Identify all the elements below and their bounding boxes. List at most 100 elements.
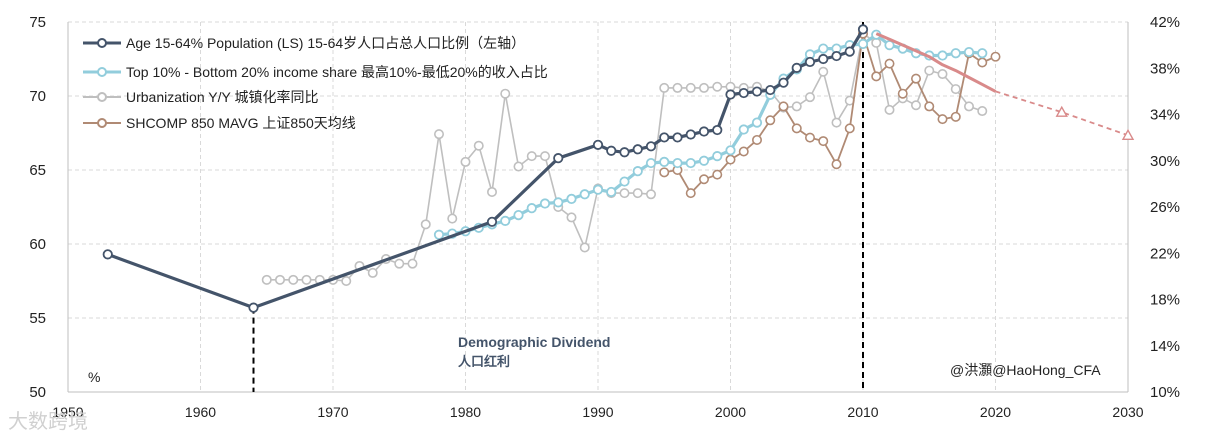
data-point [738, 146, 749, 157]
data-point [897, 88, 908, 99]
data-point [632, 188, 643, 199]
data-point [725, 145, 736, 156]
y-right-tick-label: 42% [1150, 14, 1180, 31]
data-point [420, 219, 431, 230]
data-point [500, 215, 511, 226]
y-left-tick-label: 65 [29, 162, 46, 179]
legend-marker-income [97, 67, 107, 77]
x-tick-label: 2010 [847, 404, 878, 420]
series-1 [433, 29, 988, 240]
data-point [738, 124, 749, 135]
vertical-marker-lines [252, 22, 864, 392]
data-point [513, 209, 524, 221]
y-right-tick-label: 26% [1150, 199, 1180, 216]
data-point [871, 37, 882, 48]
data-point [765, 84, 776, 96]
series-line [875, 32, 997, 93]
data-point [977, 48, 988, 59]
data-point [685, 82, 696, 93]
data-point [818, 136, 829, 147]
data-point [447, 213, 458, 224]
legend-label-urban: Urbanization Y/Y 城镇化率同比 [126, 89, 318, 105]
data-point [301, 274, 312, 285]
data-point [804, 56, 816, 68]
data-point [606, 186, 617, 198]
credit-text: @洪灝@HaoHong_CFA [950, 362, 1101, 378]
data-point [592, 184, 604, 195]
data-point [619, 176, 630, 187]
data-point [831, 50, 842, 62]
data-point [778, 101, 789, 112]
data-point [871, 71, 882, 82]
y-right-tick-label: 22% [1150, 245, 1180, 262]
data-point [341, 275, 352, 286]
data-point [274, 274, 285, 285]
x-tick-label: 1980 [450, 404, 481, 420]
data-point [566, 212, 577, 223]
data-point [751, 86, 763, 97]
legend-label-shcomp: SHCOMP 850 MAVG 上证850天均线 [126, 115, 356, 131]
data-point [831, 159, 842, 170]
data-point [659, 167, 670, 178]
data-point [963, 101, 974, 112]
data-point [778, 77, 789, 88]
data-point [592, 139, 604, 150]
watermark: 大数跨境 [8, 409, 88, 433]
data-point [473, 140, 484, 151]
data-point [513, 161, 524, 172]
data-point [645, 157, 657, 169]
data-point [553, 153, 564, 164]
legend-marker-shcomp [97, 118, 107, 128]
data-point [539, 151, 550, 162]
data-point [659, 82, 670, 93]
y-left-tick-label: 75 [29, 14, 46, 31]
data-point [725, 154, 736, 165]
data-point [486, 216, 498, 227]
data-point [791, 101, 802, 112]
data-point [500, 88, 511, 99]
axes: 50 55 60 65 70 75 1950 1960 1970 1980 1990 2000 2010… [29, 14, 1180, 420]
data-point [553, 197, 564, 208]
x-tick-label: 1960 [185, 404, 216, 420]
legend: Age 15-64% Population (LS) 15-64岁人口占总人口比… [83, 35, 548, 131]
data-point [804, 132, 815, 143]
data-point [950, 84, 961, 95]
data-point [751, 134, 762, 145]
annotation-title: Demographic Dividend [458, 334, 610, 350]
data-point [566, 193, 577, 205]
data-point [937, 69, 948, 80]
y-right-tick-label: 30% [1150, 153, 1180, 170]
data-point [632, 144, 643, 155]
data-point [685, 188, 696, 199]
data-point [924, 65, 935, 76]
data-point [659, 132, 670, 143]
data-point [579, 189, 590, 200]
legend-marker-urban [97, 92, 107, 102]
data-point [394, 258, 405, 269]
data-point [261, 274, 272, 285]
y-right-tick-label: 14% [1150, 338, 1180, 355]
data-point [672, 82, 683, 93]
data-point [977, 106, 988, 117]
data-point [963, 46, 975, 58]
data-point [712, 169, 723, 180]
data-point [645, 189, 656, 200]
series-3 [659, 28, 1001, 199]
data-point [857, 38, 869, 50]
data-point [950, 111, 961, 122]
data-point [579, 242, 590, 253]
y-right-tick-label: 38% [1150, 60, 1180, 77]
data-point [367, 267, 378, 278]
legend-marker-age [97, 38, 107, 48]
data-point [698, 126, 710, 137]
data-point [645, 141, 657, 152]
data-point [910, 73, 921, 84]
data-point [1055, 105, 1068, 117]
x-tick-label: 1950 [52, 404, 83, 420]
x-tick-label: 1990 [582, 404, 613, 420]
series-group [102, 24, 1135, 313]
y-right-tick-label: 18% [1150, 292, 1180, 309]
data-point [685, 129, 696, 140]
data-point [818, 53, 829, 65]
